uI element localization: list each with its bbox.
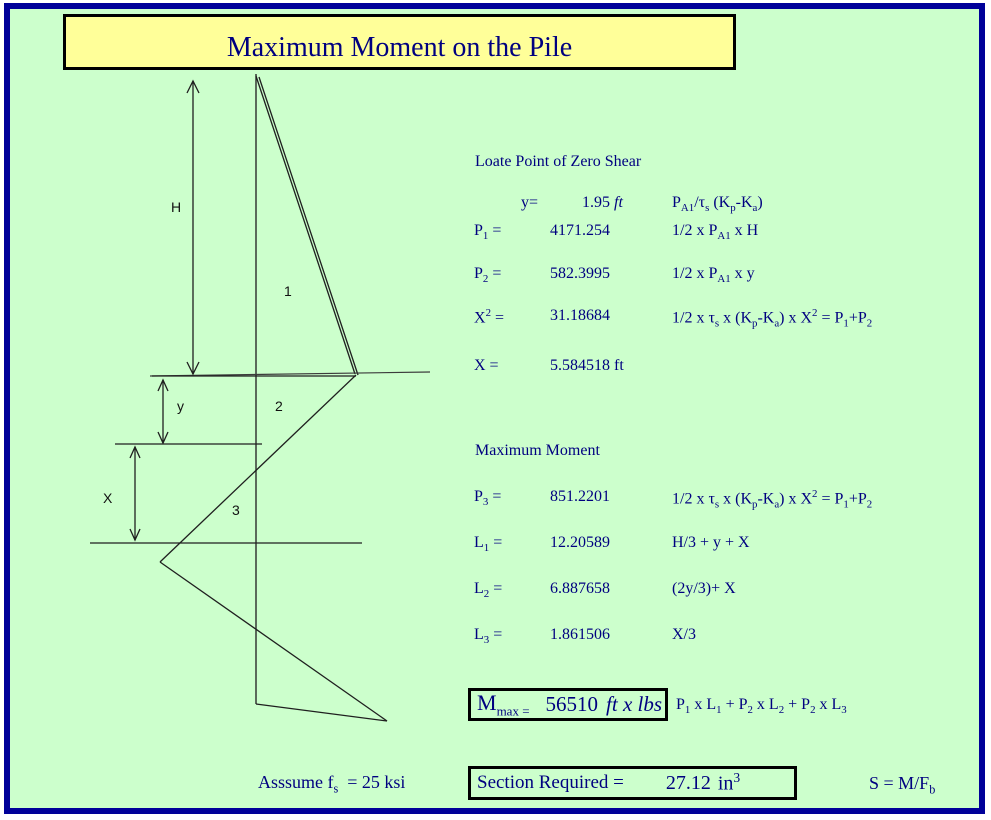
calc-row-l2: L2 = 6.887658 (2y/3)+ X (0, 580, 991, 602)
row-label: P1 = (474, 222, 502, 243)
row-value: 4171.254 (550, 222, 610, 239)
calc-row-p1: P1 = 4171.254 1/2 x PA1 x H (0, 222, 991, 244)
x-dimension-arrow (129, 445, 141, 542)
section-required-value: 27.12 (665, 771, 711, 794)
label-region1: 1 (284, 283, 292, 299)
row-label: L2 = (474, 580, 503, 601)
section-required-box: Section Required = 27.12 in3 (468, 766, 797, 800)
row-formula: 1/2 x PA1 x y (672, 265, 755, 286)
label-x: X (103, 490, 113, 506)
row-value: 1.861506 (550, 626, 610, 643)
section-required-unit: in3 (717, 770, 741, 795)
row-label: P3 = (474, 488, 502, 509)
label-region2: 2 (275, 398, 283, 414)
row-value: 6.887658 (550, 580, 610, 597)
row-formula: 1/2 x τs x (Kp-Ka) x X2 = P1+P2 (672, 488, 873, 511)
row-label: P2 = (474, 265, 502, 286)
row-formula: (2y/3)+ X (672, 580, 736, 597)
row-value: 5.584518 (550, 357, 610, 374)
row-value: 851.2201 (550, 488, 610, 505)
calc-row-l3: L3 = 1.861506 X/3 (0, 626, 991, 648)
calc-row-l1: L1 = 12.20589 H/3 + y + X (0, 534, 991, 556)
stress-formula: S = M/Fb (869, 773, 936, 797)
mmax-label: Mmax = (477, 689, 530, 719)
ground-line (149, 371, 431, 377)
y-dimension-arrow (157, 378, 169, 445)
calc-row-x: X = 5.584518 ft (0, 357, 991, 379)
mmax-units: ft x lbs (606, 692, 663, 716)
row-value: 1.95 (582, 194, 610, 211)
max-moment-heading: Maximum Moment (475, 442, 600, 459)
row-formula: PA1/τs (Kp-Ka) (672, 194, 763, 215)
calc-row-p3: P3 = 851.2201 1/2 x τs x (Kp-Ka) x X2 = … (0, 488, 991, 511)
calc-row-p2: P2 = 582.3995 1/2 x PA1 x y (0, 265, 991, 287)
row-formula: X/3 (672, 626, 696, 643)
row-value: 31.18684 (550, 307, 610, 324)
row-formula: 1/2 x τs x (Kp-Ka) x X2 = P1+P2 (672, 307, 873, 330)
mmax-value: 56510 (545, 692, 599, 716)
sheet-frame (4, 3, 985, 814)
mmax-result-box: Mmax = 56510 ft x lbs (468, 688, 668, 721)
row-label: X2 = (474, 307, 505, 327)
pressure-diagonal (159, 374, 357, 563)
row-label: X = (474, 357, 499, 374)
zero-shear-heading: Loate Point of Zero Shear (475, 153, 642, 170)
calc-row-y: y= 1.95 ft PA1/τs (Kp-Ka) (0, 194, 991, 216)
row-label: L3 = (474, 626, 503, 647)
assumption-text: Asssume fs = 25 ksi (258, 772, 406, 796)
row-unit: ft (614, 357, 624, 374)
row-label: y= (520, 194, 538, 211)
label-region3: 3 (232, 502, 240, 518)
row-value: 12.20589 (550, 534, 610, 551)
passive-diagonal (159, 561, 388, 722)
calc-row-x2: X2 = 31.18684 1/2 x τs x (Kp-Ka) x X2 = … (0, 307, 991, 330)
row-label: L1 = (474, 534, 503, 555)
row-formula: 1/2 x PA1 x H (672, 222, 759, 243)
page-title: Maximum Moment on the Pile (226, 32, 573, 63)
active-pressure-hypotenuse-2 (258, 76, 359, 376)
mmax-formula: P1 x L1 + P2 x L2 + P2 x L3 (676, 696, 847, 717)
section-required-label: Section Required = (477, 772, 624, 793)
row-unit: ft (614, 194, 623, 211)
label-h: H (171, 199, 181, 215)
row-value: 582.3995 (550, 265, 610, 282)
active-pressure-hypotenuse (255, 75, 356, 375)
pile-bottom-line (255, 703, 388, 722)
title-banner: Maximum Moment on the Pile (63, 14, 736, 70)
row-formula: H/3 + y + X (672, 534, 750, 551)
label-y: y (177, 398, 184, 414)
h-dimension-arrow (186, 79, 200, 376)
